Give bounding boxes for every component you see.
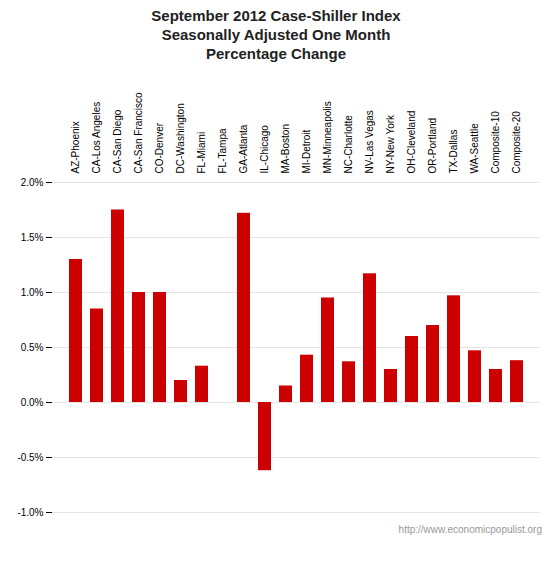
svg-text:CA-Los Angeles: CA-Los Angeles xyxy=(91,102,102,174)
svg-text:MN-Minneapolis: MN-Minneapolis xyxy=(322,101,333,173)
svg-text:WA-Seattle: WA-Seattle xyxy=(469,123,480,174)
svg-text:CO-Denver: CO-Denver xyxy=(154,122,165,173)
svg-text:NC-Charlotte: NC-Charlotte xyxy=(343,115,354,174)
html-text:http://www.economicpopulist.or: http://www.economicpopulist.org xyxy=(398,524,542,535)
svg-text:GA-Atlanta: GA-Atlanta xyxy=(238,124,249,173)
svg-text:Composite-20: Composite-20 xyxy=(511,111,522,174)
svg-text:OH-Cleveland: OH-Cleveland xyxy=(406,111,417,174)
svg-text:1.5%: 1.5% xyxy=(21,232,44,243)
svg-text:DC-Washington: DC-Washington xyxy=(175,103,186,173)
svg-text:2.0%: 2.0% xyxy=(21,177,44,188)
svg-text:NV-Las Vegas: NV-Las Vegas xyxy=(364,110,375,173)
svg-text:Composite-10: Composite-10 xyxy=(490,111,501,174)
svg-text:FL-Tampa: FL-Tampa xyxy=(217,128,228,173)
svg-text:TX-Dallas: TX-Dallas xyxy=(448,130,459,174)
svg-text:IL-Chicago: IL-Chicago xyxy=(259,125,270,174)
svg-text:OR-Portland: OR-Portland xyxy=(427,118,438,174)
svg-text:-1.0%: -1.0% xyxy=(17,507,43,518)
svg-text:-0.5%: -0.5% xyxy=(17,452,43,463)
html-text:September 2012 Case-Shiller In: September 2012 Case-Shiller Index Season… xyxy=(151,7,401,62)
svg-text:0.5%: 0.5% xyxy=(21,342,44,353)
svg-text:FL-Miami: FL-Miami xyxy=(196,132,207,174)
svg-text:MA-Boston: MA-Boston xyxy=(280,124,291,173)
svg-text:CA-San Francisco: CA-San Francisco xyxy=(133,92,144,174)
svg-text:1.0%: 1.0% xyxy=(21,287,44,298)
svg-text:MI-Detroit: MI-Detroit xyxy=(301,129,312,173)
svg-text:CA-San Diego: CA-San Diego xyxy=(112,109,123,173)
svg-text:NY-New York: NY-New York xyxy=(385,114,396,174)
svg-text:AZ-Phoenix: AZ-Phoenix xyxy=(70,121,81,173)
svg-text:0.0%: 0.0% xyxy=(21,397,44,408)
